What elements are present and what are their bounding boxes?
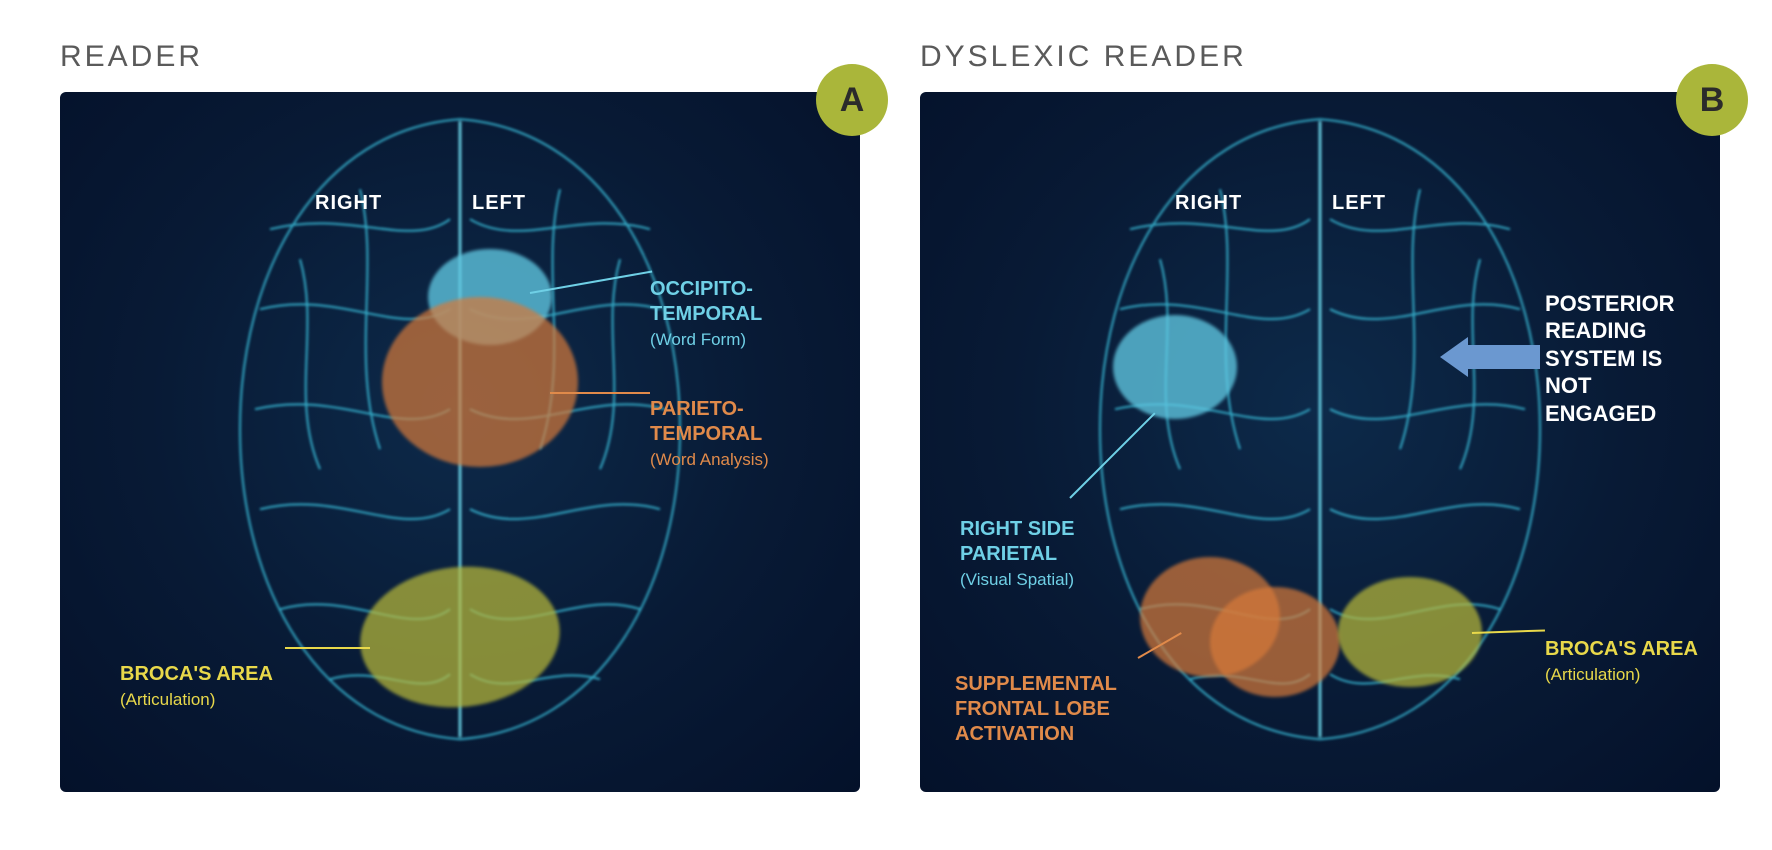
panel-badge-b: B bbox=[1676, 64, 1748, 136]
region-supplemental-frontal-2 bbox=[1210, 587, 1340, 697]
label-parieto-temporal: PARIETO- TEMPORAL (Word Analysis) bbox=[650, 372, 769, 495]
panel-badge-a: A bbox=[816, 64, 888, 136]
label-parieto-title: PARIETO- TEMPORAL bbox=[650, 398, 762, 445]
label-brocas-b: BROCA'S AREA (Articulation) bbox=[1545, 612, 1698, 710]
label-occipito-temporal: OCCIPITO- TEMPORAL (Word Form) bbox=[650, 252, 762, 375]
hemisphere-right-a: RIGHT bbox=[315, 192, 382, 215]
figure-a: RIGHT LEFT OCCIPITO- TEMPORAL (Word Form… bbox=[60, 92, 860, 792]
figure-container: READER bbox=[0, 0, 1772, 832]
panel-title-reader: READER bbox=[60, 40, 860, 74]
hemisphere-right-b: RIGHT bbox=[1175, 192, 1242, 215]
label-supplemental-title: SUPPLEMENTAL FRONTAL LOBE ACTIVATION bbox=[955, 673, 1117, 745]
annotation-posterior: POSTERIOR READING SYSTEM IS NOT ENGAGED bbox=[1545, 262, 1675, 427]
hemisphere-left-a: LEFT bbox=[472, 192, 526, 215]
panel-reader: READER bbox=[60, 40, 860, 792]
hemisphere-left-b: LEFT bbox=[1332, 192, 1386, 215]
label-supplemental-frontal: SUPPLEMENTAL FRONTAL LOBE ACTIVATION bbox=[955, 647, 1117, 747]
label-occipito-sub: (Word Form) bbox=[650, 329, 762, 350]
label-right-parietal: RIGHT SIDE PARIETAL (Visual Spatial) bbox=[960, 492, 1074, 615]
label-right-parietal-title: RIGHT SIDE PARIETAL bbox=[960, 518, 1074, 565]
label-brocas-a-title: BROCA'S AREA bbox=[120, 663, 273, 685]
arrow-body bbox=[1466, 345, 1540, 369]
region-right-parietal bbox=[1113, 315, 1237, 419]
region-brocas-b bbox=[1338, 577, 1482, 687]
arrow-head-icon bbox=[1440, 337, 1468, 377]
leader-brocas-a bbox=[285, 647, 370, 649]
label-brocas-b-sub: (Articulation) bbox=[1545, 664, 1698, 685]
label-brocas-b-title: BROCA'S AREA bbox=[1545, 638, 1698, 660]
arrow-posterior bbox=[1440, 337, 1540, 377]
region-parieto-temporal bbox=[382, 297, 578, 467]
label-brocas-a-sub: (Articulation) bbox=[120, 689, 273, 710]
annotation-posterior-text: POSTERIOR READING SYSTEM IS NOT ENGAGED bbox=[1545, 291, 1675, 426]
panel-title-dyslexic: DYSLEXIC READER bbox=[920, 40, 1720, 74]
label-occipito-title: OCCIPITO- TEMPORAL bbox=[650, 278, 762, 325]
label-right-parietal-sub: (Visual Spatial) bbox=[960, 569, 1074, 590]
panel-dyslexic: DYSLEXIC READER bbox=[920, 40, 1720, 792]
label-brocas-a: BROCA'S AREA (Articulation) bbox=[120, 637, 273, 735]
figure-b: RIGHT LEFT RIGHT SIDE PARIETAL (Visual S… bbox=[920, 92, 1720, 792]
leader-parieto bbox=[550, 392, 650, 394]
label-parieto-sub: (Word Analysis) bbox=[650, 449, 769, 470]
